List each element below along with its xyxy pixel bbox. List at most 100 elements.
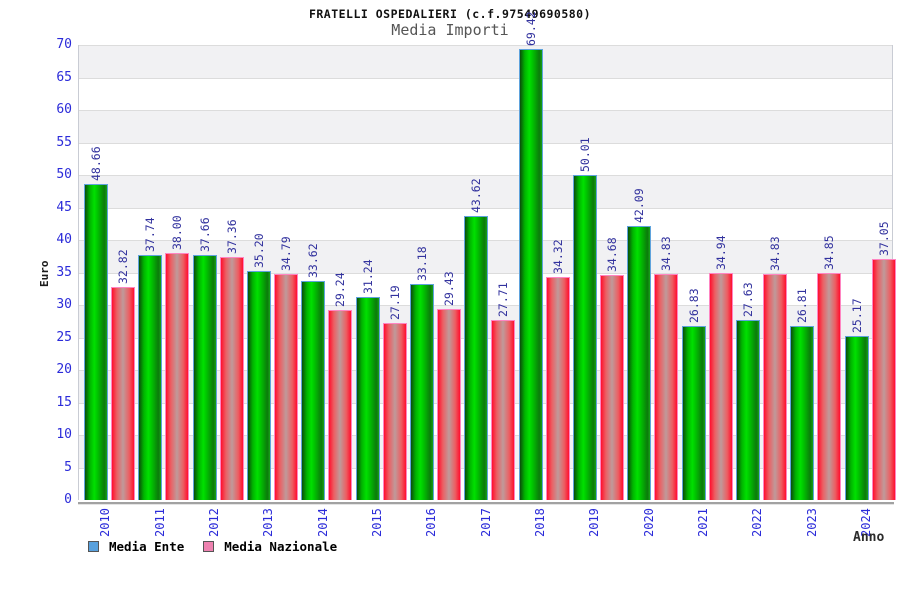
x-tick-label-2021: 2021 [695,508,710,537]
bar-media-ente-2024 [844,336,869,500]
legend-label-media-nazionale: Media Nazionale [224,539,338,554]
bar-media-ente-2012 [192,255,217,500]
y-tick-label: 5 [64,459,72,475]
bar-value-label: 37.36 [224,219,239,255]
x-tick-label-2023: 2023 [804,508,819,537]
y-tick-label: 30 [56,297,72,312]
bar-value-label: 50.01 [578,137,592,172]
y-tick-label: 55 [56,134,72,150]
bar-value-label: 26.81 [795,288,810,323]
chart-title: FRATELLI OSPEDALIERI (c.f.97549690580) [308,7,592,21]
x-tick-label-2016: 2016 [424,508,439,537]
bar-media-ente-2022 [736,320,760,500]
bar-media-ente-2021 [681,325,706,500]
plot-band [79,110,892,143]
gridline [79,207,892,209]
bar-value-label: 34.79 [279,236,293,271]
bar-media-nazionale-2016 [437,308,461,500]
bar-value-label: 69.42 [523,11,538,46]
x-tick-label-2011: 2011 [152,508,167,537]
y-axis-title: Euro [38,260,51,288]
plot-band [79,45,892,78]
plot-band [79,78,892,111]
bar-value-label: 34.94 [713,235,728,270]
x-tick-label-2013: 2013 [261,508,276,537]
legend-swatch-media-ente-icon [88,541,99,552]
y-tick-label: 45 [56,199,72,215]
gridline [79,77,892,79]
y-tick-label: 20 [56,362,72,377]
legend-label-media-ente: Media Ente [109,539,185,554]
bar-media-nazionale-2023 [817,273,842,500]
bar-value-label: 26.83 [686,287,701,323]
x-axis-title: Anno [853,530,885,545]
bar-media-nazionale-2015 [382,323,407,500]
y-tick-label: 0 [64,492,72,507]
y-tick-label: 15 [56,394,72,410]
y-tick-label: 50 [56,167,72,182]
bar-media-nazionale-2024 [871,259,896,500]
bar-value-label: 33.18 [415,246,429,282]
bar-value-label: 34.68 [605,236,619,272]
x-tick-label-2018: 2018 [532,508,547,537]
x-tick-label-2022: 2022 [750,508,765,537]
x-tick-label-2019: 2019 [587,508,602,537]
bar-media-ente-2013 [247,271,271,500]
y-tick-label: 60 [56,102,72,117]
y-tick-label: 70 [56,37,72,52]
bar-media-ente-2015 [355,296,380,500]
bar-value-label: 38.00 [170,215,185,250]
bar-media-nazionale-2010 [111,286,135,500]
bar-value-label: 27.71 [496,282,511,317]
y-tick-label: 10 [56,427,72,442]
bar-value-label: 33.62 [306,243,321,279]
bar-value-label: 29.24 [333,272,348,307]
y-tick-label: 35 [56,264,72,280]
bar-value-label: 37.66 [197,217,212,253]
bar-media-nazionale-2017 [491,319,516,500]
bar-media-ente-2010 [84,183,108,500]
bar-media-nazionale-2022 [763,273,787,500]
x-tick-label-2012: 2012 [206,508,221,537]
x-tick-label-2014: 2014 [315,508,330,537]
bar-media-ente-2019 [573,174,597,500]
bar-value-label: 35.20 [252,233,266,269]
bar-media-ente-2014 [301,281,326,500]
y-tick-label: 40 [56,232,72,247]
x-axis-baseline [78,502,894,505]
bar-value-label: 27.19 [387,285,402,321]
bar-media-ente-2023 [790,325,815,500]
plot-area: 48.66 37.74 37.66 35.20 33.62 31.24 33.18 43.62… [78,11,896,500]
x-tick-label-2020: 2020 [641,508,656,537]
bar-value-label: 29.43 [442,271,456,306]
y-tick-label: 65 [56,69,72,85]
x-tick-label-2010: 2010 [98,508,113,537]
bar-media-ente-2011 [138,254,163,500]
bar-value-label: 43.62 [469,178,484,214]
bar-value-label: 25.17 [849,298,864,334]
plot-band [79,143,892,176]
bar-value-label: 37.74 [143,217,158,252]
gridline [79,110,892,111]
bar-media-ente-2016 [410,284,434,500]
bar-value-label: 34.85 [822,235,837,271]
gridline [79,175,892,176]
bar-value-label: 34.83 [768,235,782,271]
bar-media-ente-2020 [627,226,652,500]
bar-value-label: 48.66 [89,146,103,181]
bar-media-nazionale-2011 [165,253,190,500]
bar-value-label: 27.63 [741,282,755,318]
x-tick-label-2015: 2015 [369,508,384,537]
gridline [79,142,892,144]
bar-media-nazionale-2018 [545,276,570,500]
bar-value-label: 37.05 [876,221,891,257]
bar-media-nazionale-2021 [708,272,733,500]
chart-subtitle: Media Importi [391,21,509,39]
bar-media-nazionale-2014 [328,309,353,500]
legend-swatch-media-nazionale-icon [203,541,215,552]
x-tick-label-2017: 2017 [478,508,493,537]
bar-media-nazionale-2019 [600,274,624,500]
legend: Media Ente Media Nazionale [88,539,356,554]
bar-value-label: 32.82 [116,249,130,284]
